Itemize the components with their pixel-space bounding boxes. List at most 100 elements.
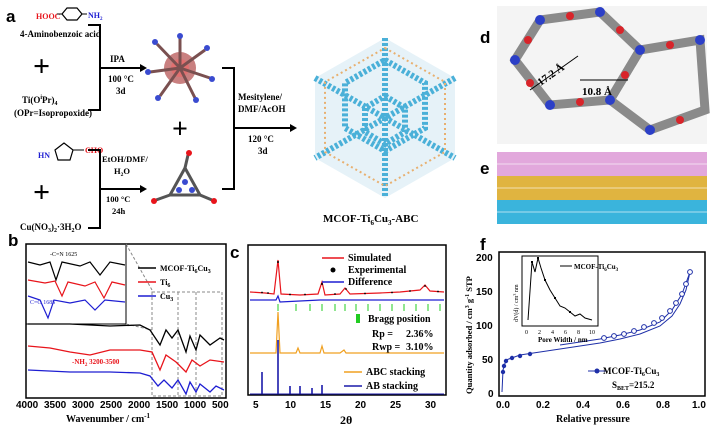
ftir-xtick: 3500 bbox=[44, 400, 67, 411]
cond2-solvent-2: H2O bbox=[114, 166, 130, 178]
inset-xtick: 0 bbox=[525, 330, 528, 336]
isotherm-xtick: 1.0 bbox=[692, 400, 706, 411]
pxrd-legend-bragg: Bragg position bbox=[368, 314, 431, 325]
cond3-temp: 120 °C bbox=[248, 134, 274, 144]
isotherm-ytick: 50 bbox=[482, 355, 494, 366]
inset-curve-cu3 bbox=[27, 295, 126, 320]
rp-label: Rp = bbox=[372, 329, 393, 340]
cond3-solvent-2: DMF/AcOH bbox=[238, 104, 286, 114]
rwp-label: Rwp = bbox=[372, 342, 401, 353]
cooh-group: HOOC bbox=[36, 12, 61, 21]
inset-ylabel: dV(d) / cm3 nm bbox=[512, 284, 520, 322]
cond1-temp: 100 °C bbox=[108, 74, 134, 84]
product-label: MCOF-Ti6Cu3-ABC bbox=[323, 213, 418, 227]
isotherm-ytick: 100 bbox=[476, 321, 493, 332]
ftir-xtick: 2500 bbox=[100, 400, 123, 411]
rp-value: 2.36% bbox=[406, 329, 434, 340]
isotherm-xlabel: Relative pressure bbox=[556, 414, 630, 425]
pxrd-xtick: 30 bbox=[425, 400, 437, 411]
isotherm-xtick: 0.2 bbox=[536, 400, 550, 411]
experimental-points bbox=[261, 261, 439, 296]
ftir-xlabel: Wavenumber / cm-1 bbox=[66, 412, 150, 425]
pxrd-x-ticks: 5 10 15 20 25 30 bbox=[253, 400, 437, 411]
panel-label-c: c bbox=[230, 243, 239, 262]
ftir-legend-ti6: Ti6 bbox=[160, 278, 170, 289]
pxrd-legend-ab: AB stacking bbox=[366, 381, 418, 392]
abc-curve bbox=[250, 311, 444, 354]
sim-curve bbox=[249, 259, 445, 296]
rwp-value: 3.10% bbox=[406, 342, 434, 353]
isotherm-legend: MCOF-Ti6Cu3 bbox=[603, 366, 659, 378]
panel-label-d: d bbox=[480, 28, 490, 47]
hn-group: HN bbox=[38, 151, 50, 160]
reaction-arrow-1 bbox=[88, 24, 140, 111]
sbet-label: SBET=215.2 bbox=[612, 380, 655, 392]
opr-note: (OPr=Isopropoxide) bbox=[14, 108, 92, 118]
pxrd-xlabel: 2θ bbox=[340, 413, 352, 427]
ftir-xtick: 500 bbox=[212, 400, 229, 411]
reaction-arrow-2 bbox=[88, 149, 140, 229]
isotherm-xtick: 0.6 bbox=[616, 400, 630, 411]
inset-xlabel: Pore Width / nm bbox=[538, 336, 588, 344]
cond2-time: 24h bbox=[112, 206, 126, 216]
isotherm-x-ticks: 0.0 0.2 0.4 0.6 0.8 1.0 bbox=[496, 400, 706, 411]
imidazole-structure: CHO HN bbox=[38, 142, 103, 161]
plus-sign-2: + bbox=[172, 114, 188, 145]
ftir-annotation-nh2: -NH2 3200-3500 bbox=[72, 358, 120, 368]
ftir-xtick: 3000 bbox=[72, 400, 95, 411]
cond1-time: 3d bbox=[116, 86, 126, 96]
ftir-xtick: 2000 bbox=[128, 400, 151, 411]
curve-ti6 bbox=[27, 345, 225, 374]
cond2-solvent-1: EtOH/DMF/ bbox=[102, 154, 148, 164]
ftir-legend-cu3: Cu3 bbox=[160, 292, 173, 303]
pxrd-legend-abc: ABC stacking bbox=[366, 367, 425, 378]
ftir-xtick: 4000 bbox=[16, 400, 39, 411]
ti6-cluster-image bbox=[145, 33, 215, 103]
inset-curve-ti6 bbox=[27, 279, 126, 300]
panel-label-b: b bbox=[8, 231, 18, 250]
ftir-xtick: 1500 bbox=[156, 400, 179, 411]
pxrd-xtick: 10 bbox=[285, 400, 297, 411]
isotherm-xtick: 0.8 bbox=[656, 400, 670, 411]
isotherm-xtick: 0.4 bbox=[576, 400, 590, 411]
ftir-x-ticks: 4000 3500 3000 2500 2000 1500 1000 500 bbox=[16, 400, 229, 411]
ab-sticks bbox=[261, 340, 323, 394]
diff-curve bbox=[250, 294, 444, 303]
bragg-ticks bbox=[277, 304, 441, 311]
plus-sign-3: + bbox=[33, 176, 50, 209]
inset-xtick: 2 bbox=[538, 330, 541, 336]
inset-xtick: 8 bbox=[577, 330, 580, 336]
isotherm-ylabel: Quantity adsorbed / cm3 g-1 STP bbox=[464, 276, 474, 394]
cond1-solvent: IPA bbox=[110, 54, 125, 64]
desorption-curve bbox=[559, 271, 691, 346]
ti-reagent-label: Ti(OiPr)4 bbox=[22, 95, 58, 107]
pxrd-legend-simulated: Simulated bbox=[348, 253, 392, 264]
cond2-temp: 100 °C bbox=[106, 194, 130, 204]
pxrd-xtick: 5 bbox=[253, 400, 259, 411]
isotherm-ytick: 150 bbox=[476, 287, 493, 298]
pore-dimension-2: 10.8 Å bbox=[582, 86, 612, 98]
inset-xtick: 6 bbox=[564, 330, 567, 336]
inset-xtick: 4 bbox=[551, 330, 554, 336]
isotherm-xtick: 0.0 bbox=[496, 400, 510, 411]
ftir-annotation-co: C=O 1685 bbox=[30, 300, 55, 306]
inset-xtick: 10 bbox=[589, 330, 595, 336]
isotherm-chart bbox=[498, 251, 706, 397]
aminobenzoic-structure: HOOC NH2 bbox=[36, 7, 103, 22]
ftir-chart bbox=[25, 243, 227, 399]
panel-label-f: f bbox=[480, 235, 486, 254]
panel-label-a: a bbox=[6, 7, 16, 26]
inset-curve-mcof bbox=[27, 261, 126, 282]
nh2-group: NH2 bbox=[88, 11, 103, 22]
cu3-cluster-image bbox=[155, 154, 213, 202]
isotherm-y-ticks: 0 50 100 150 200 bbox=[476, 253, 494, 400]
aminobenzoic-label: 4-Aminobenzoic acid bbox=[20, 29, 101, 39]
pxrd-xtick: 20 bbox=[355, 400, 367, 411]
ftir-annotation-cn: -C=N 1625 bbox=[50, 252, 77, 258]
pxrd-xtick: 15 bbox=[320, 400, 332, 411]
inset-x-ticks: 0 2 4 6 8 10 bbox=[525, 330, 595, 336]
pxrd-xtick: 25 bbox=[390, 400, 402, 411]
psd-legend: MCOF-Ti6Cu3 bbox=[574, 263, 619, 273]
cond3-solvent-1: Mesitylene/ bbox=[238, 92, 282, 102]
